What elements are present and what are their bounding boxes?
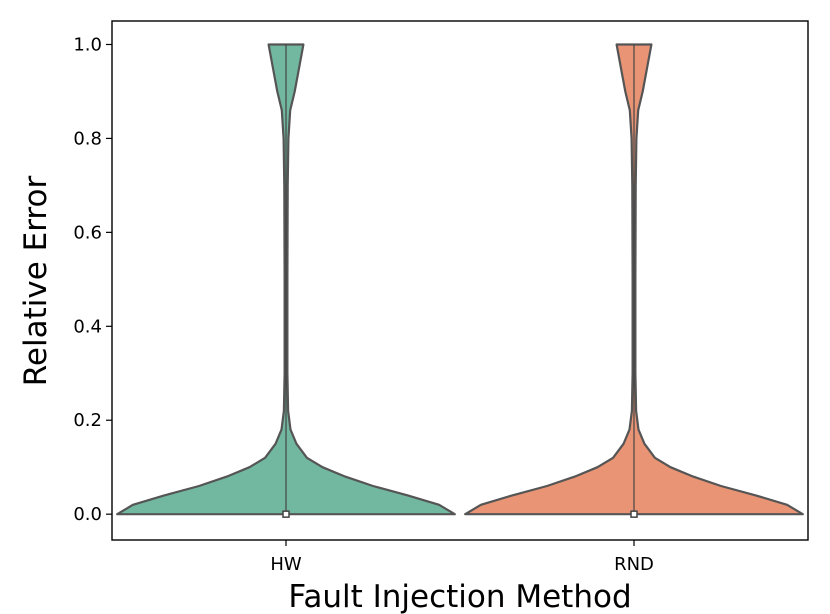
violins-layer: [116, 43, 804, 518]
median-marker: [630, 510, 638, 518]
y-tick-label: 0.4: [73, 316, 102, 337]
y-axis-title: Relative Error: [18, 176, 54, 387]
x-axis-title: Fault Injection Method: [288, 579, 631, 614]
x-tick-label: RND: [614, 554, 654, 575]
x-axis: HW RND: [270, 540, 654, 575]
plot-frame: [111, 20, 809, 541]
y-tick-label: 0.2: [73, 410, 102, 431]
y-tick-label: 0.6: [73, 222, 102, 243]
y-tick-label: 1.0: [73, 34, 102, 55]
x-tick-label: HW: [270, 554, 302, 575]
median-marker: [282, 510, 290, 518]
y-tick-label: 0.0: [73, 504, 102, 525]
y-axis: 0.0 0.2 0.4 0.6 0.8 1.0: [73, 34, 112, 525]
y-tick-label: 0.8: [73, 128, 102, 149]
